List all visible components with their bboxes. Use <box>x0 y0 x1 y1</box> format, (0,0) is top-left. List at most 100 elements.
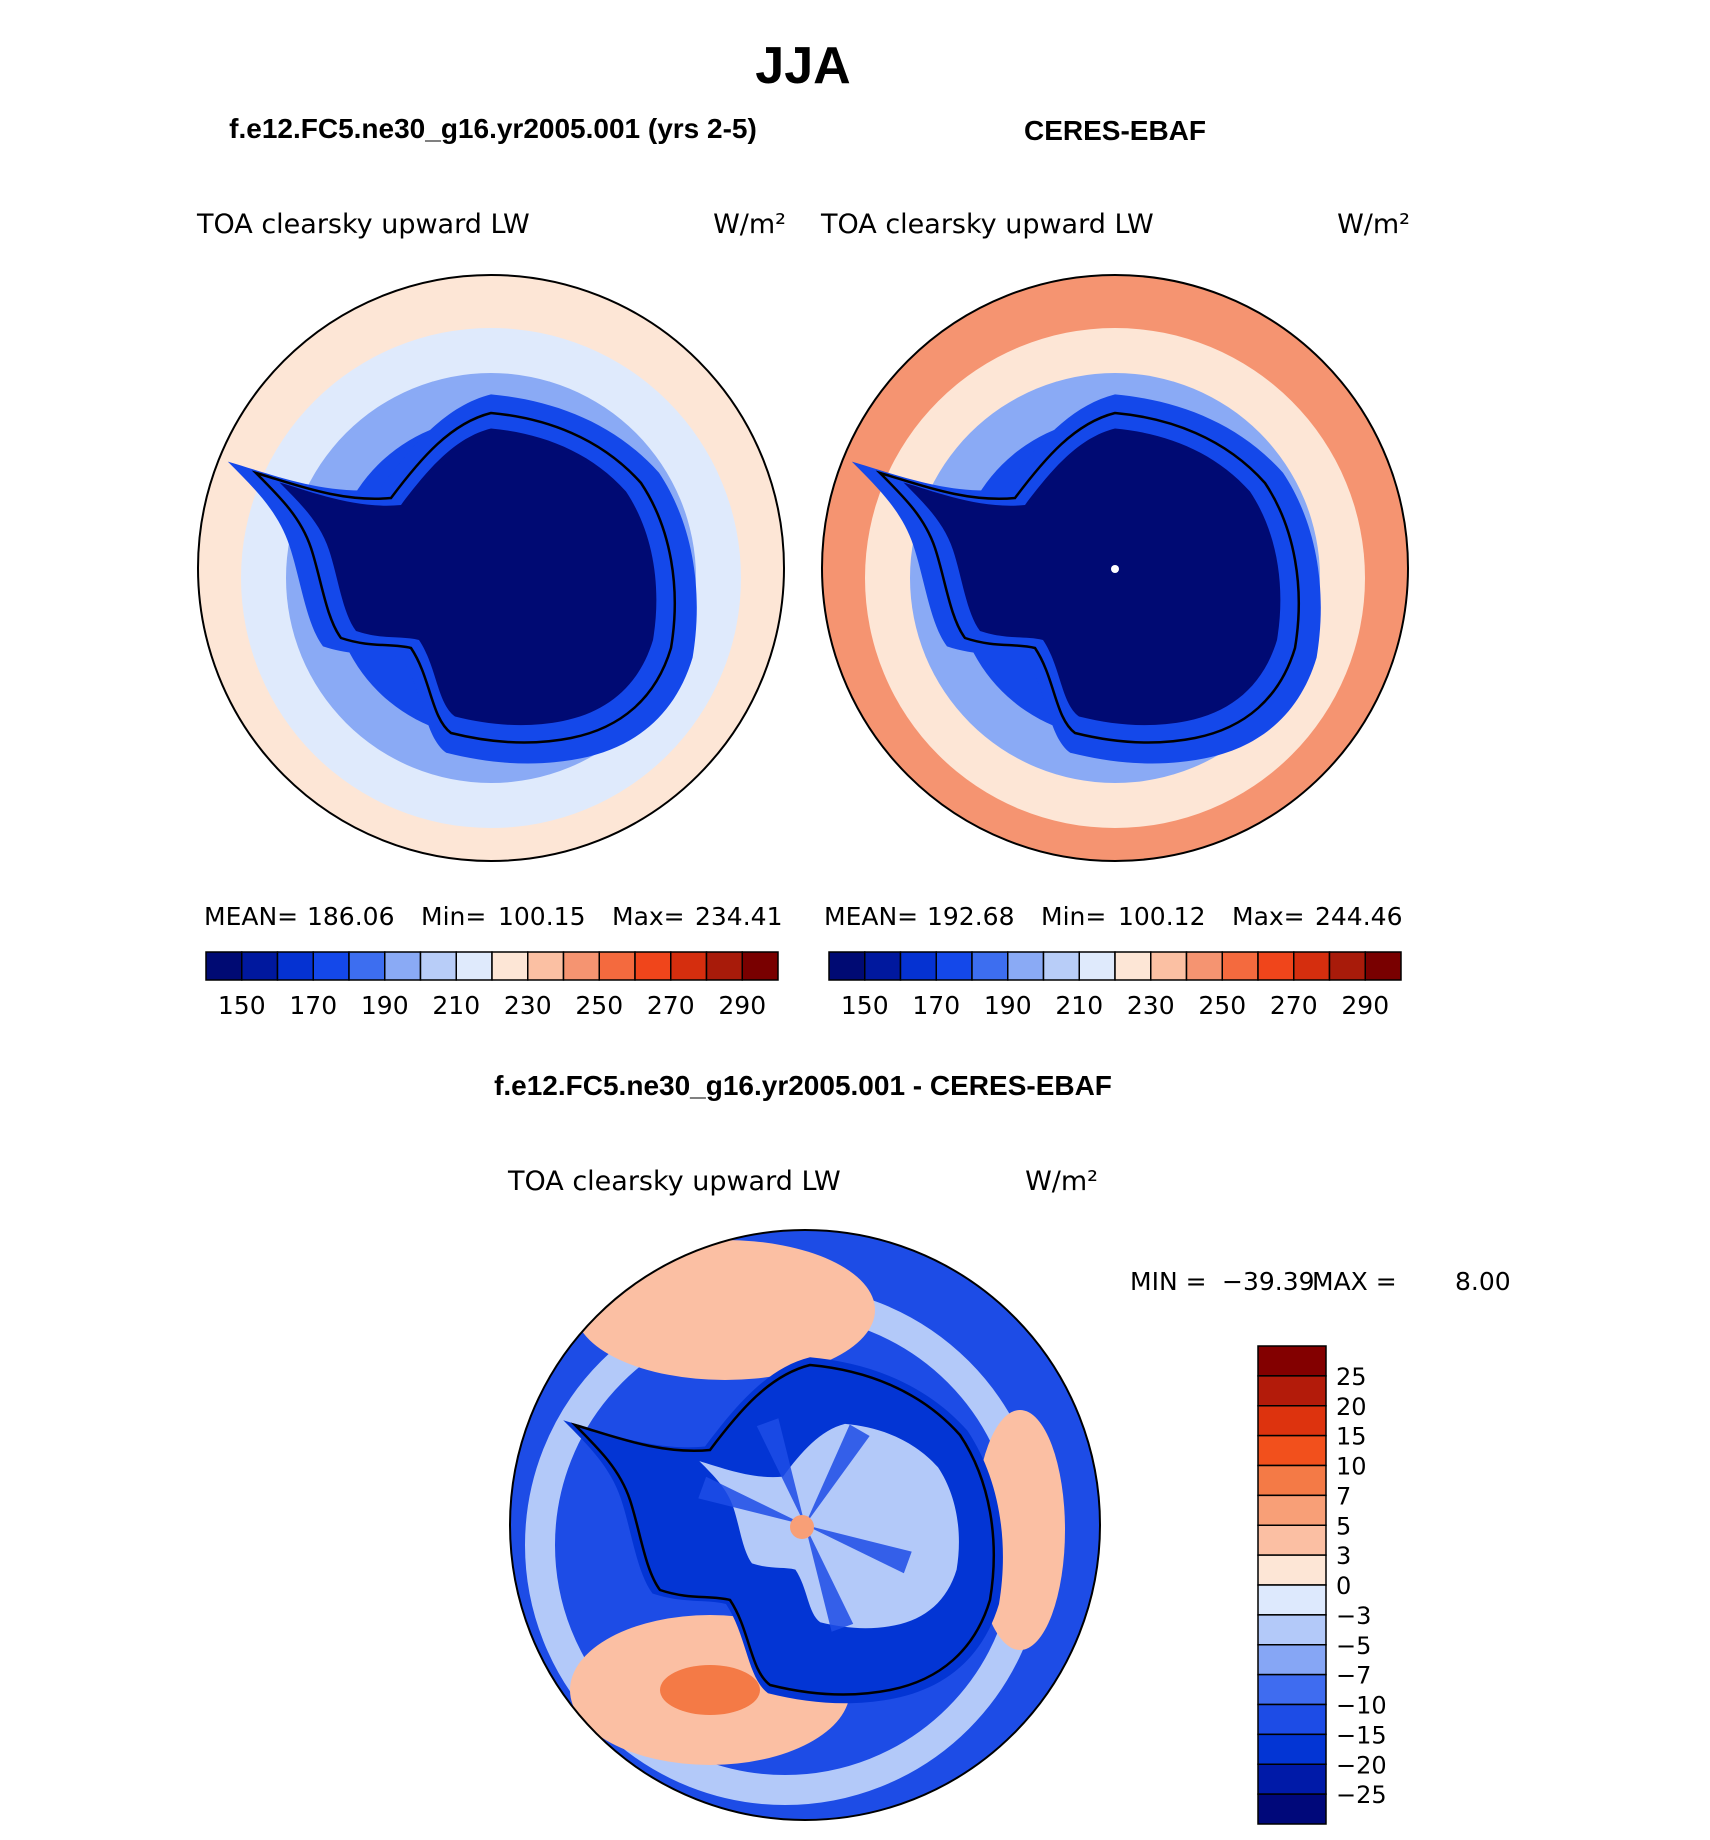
panel-obs-pole-marker <box>1111 565 1119 573</box>
colorbar-box <box>1257 1673 1327 1706</box>
colorbar-tick-label: −15 <box>1336 1721 1387 1749</box>
colorbar-box <box>1150 951 1188 981</box>
colorbar-box <box>1257 1703 1327 1736</box>
colorbar-tick-label: −25 <box>1336 1781 1387 1809</box>
panel-obs-max: 244.46 <box>1315 902 1402 931</box>
colorbar-box <box>348 951 386 981</box>
colorbar-box <box>1257 1494 1327 1526</box>
colorbar-tick-label: 190 <box>984 991 1032 1020</box>
colorbar-box <box>741 951 779 981</box>
colorbar-box <box>1257 1434 1327 1467</box>
colorbar-box <box>1257 1345 1327 1377</box>
colorbar-box <box>419 951 457 981</box>
colorbar-box <box>1114 951 1152 981</box>
map-radial-wedge <box>805 1525 854 1632</box>
panel-obs-max-label: Max= <box>1232 902 1305 931</box>
panel-obs-variable: TOA clearsky upward LW <box>820 209 1154 240</box>
panel-model-units: W/m² <box>713 209 786 240</box>
colorbar-box <box>1257 1763 1327 1795</box>
colorbar-box <box>241 951 279 981</box>
panel-diff-map <box>510 1230 1100 1820</box>
colorbar-box <box>1221 951 1259 981</box>
colorbar-tick-label: 290 <box>1341 991 1389 1020</box>
colorbar-tick-label: 290 <box>718 991 766 1020</box>
panel-model-max: 234.41 <box>695 902 782 931</box>
colorbar-box <box>1257 1733 1327 1765</box>
colorbar-tick-label: 0 <box>1336 1572 1351 1600</box>
colorbar-tick-label: 15 <box>1336 1423 1367 1451</box>
colorbar-tick-label: 230 <box>1127 991 1175 1020</box>
colorbar-box <box>1185 951 1223 981</box>
panel-model-case-title: f.e12.FC5.ne30_g16.yr2005.001 (yrs 2-5) <box>229 113 757 144</box>
colorbar-box <box>491 951 529 981</box>
colorbar-box <box>1078 951 1116 981</box>
colorbar-tick-label: 25 <box>1336 1363 1367 1391</box>
panel-obs: CERES-EBAF TOA clearsky upward LW W/m² M… <box>820 115 1410 1020</box>
panel-obs-map-border <box>821 274 1409 862</box>
colorbar-tick-label: 20 <box>1336 1393 1367 1421</box>
colorbar-tick-label: 230 <box>504 991 552 1020</box>
map-radial-wedge <box>805 1424 870 1525</box>
colorbar-tick-label: 150 <box>841 991 889 1020</box>
colorbar-box <box>312 951 350 981</box>
panel-obs-min-label: Min= <box>1041 902 1106 931</box>
colorbar-tick-label: −7 <box>1336 1662 1371 1690</box>
colorbar-box <box>1042 951 1080 981</box>
panel-diff-map-border <box>509 1229 1101 1821</box>
panel-model-min: 100.15 <box>498 902 585 931</box>
colorbar-box <box>1257 1464 1327 1497</box>
colorbar-tick-label: 190 <box>361 991 409 1020</box>
panel-model-colorbar: 150 170 190 210 230 250 270 290 <box>205 951 779 1020</box>
panel-obs-case-title: CERES-EBAF <box>1024 115 1206 146</box>
colorbar-tick-label: 7 <box>1336 1482 1351 1510</box>
colorbar-box <box>899 951 937 981</box>
colorbar-box <box>276 951 314 981</box>
colorbar-tick-label: −5 <box>1336 1632 1371 1660</box>
panel-model-max-label: Max= <box>612 902 685 931</box>
colorbar-box <box>1007 951 1045 981</box>
colorbar-box <box>1257 1793 1327 1825</box>
map-radial-wedge <box>698 1476 805 1525</box>
panel-model-min-label: Min= <box>421 902 486 931</box>
colorbar-tick-label: −20 <box>1336 1751 1387 1779</box>
panel-model: f.e12.FC5.ne30_g16.yr2005.001 (yrs 2-5) … <box>196 113 786 1020</box>
colorbar-box <box>527 951 565 981</box>
colorbar-box <box>1257 1405 1327 1437</box>
panel-diff-max: 8.00 <box>1455 1267 1511 1296</box>
colorbar-tick-label: 210 <box>1055 991 1103 1020</box>
colorbar-box <box>1257 1644 1327 1676</box>
colorbar-box <box>1257 951 1295 981</box>
colorbar-box <box>705 951 743 981</box>
colorbar-box <box>1364 951 1402 981</box>
map-zone-warm-patch <box>575 1240 875 1380</box>
colorbar-tick-label: 10 <box>1336 1453 1367 1481</box>
colorbar-tick-label: 150 <box>218 991 266 1020</box>
colorbar-tick-label: 5 <box>1336 1512 1351 1540</box>
panel-obs-mean: 192.68 <box>927 902 1014 931</box>
figure-title: JJA <box>755 37 850 95</box>
colorbar-box <box>971 951 1009 981</box>
panel-diff-units: W/m² <box>1025 1166 1098 1197</box>
colorbar-box <box>1257 1554 1327 1586</box>
panel-model-map <box>198 275 784 861</box>
panel-diff-min: −39.39 <box>1222 1267 1315 1296</box>
panel-diff: f.e12.FC5.ne30_g16.yr2005.001 - CERES-EB… <box>494 1070 1511 1825</box>
colorbar-box <box>864 951 902 981</box>
map-zone-warm-core <box>660 1665 760 1715</box>
colorbar-tick-label: −3 <box>1336 1602 1371 1630</box>
panel-diff-min-label: MIN = <box>1130 1267 1207 1296</box>
panel-model-mean-label: MEAN= <box>204 902 298 931</box>
colorbar-box <box>935 951 973 981</box>
colorbar-box <box>634 951 672 981</box>
colorbar-box <box>1328 951 1366 981</box>
map-radial-wedge <box>756 1418 805 1525</box>
colorbar-box <box>562 951 600 981</box>
colorbar-tick-label: −10 <box>1336 1692 1387 1720</box>
panel-obs-map <box>822 275 1408 861</box>
panel-obs-mean-label: MEAN= <box>824 902 918 931</box>
colorbar-tick-label: 170 <box>912 991 960 1020</box>
panel-diff-max-label: MAX = <box>1312 1267 1397 1296</box>
panel-model-variable: TOA clearsky upward LW <box>196 209 530 240</box>
